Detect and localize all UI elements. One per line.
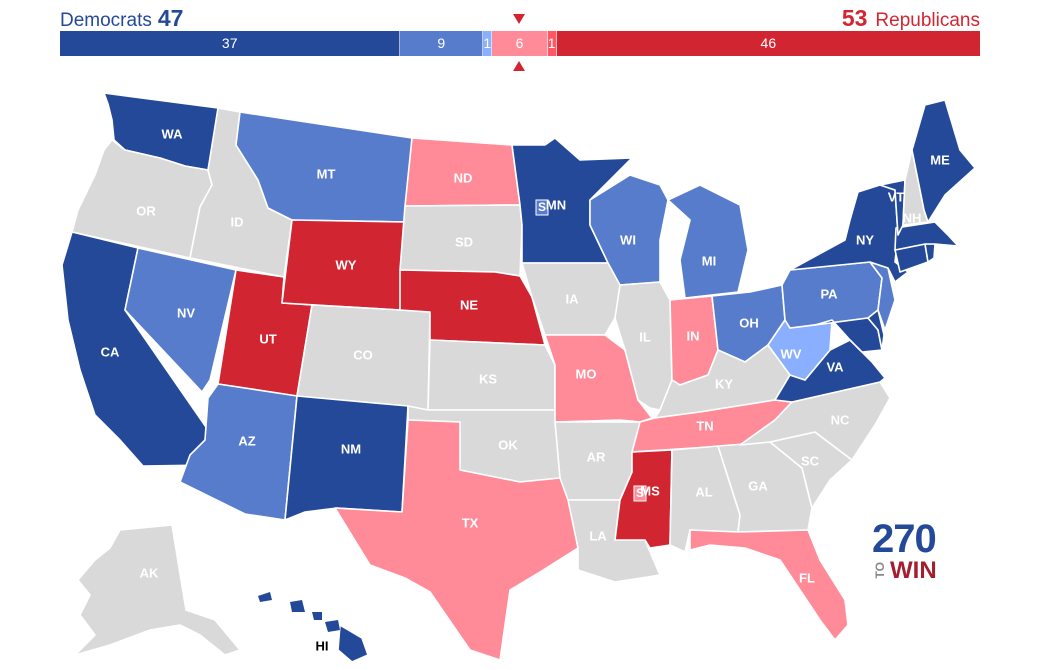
bar-segment-leans-dem: 1 xyxy=(483,31,493,56)
majority-marker-bottom-icon xyxy=(513,61,525,71)
state-nd[interactable] xyxy=(404,137,521,207)
state-vt[interactable] xyxy=(879,179,906,236)
logo-to: TO xyxy=(873,562,887,579)
state-fl[interactable] xyxy=(689,529,849,641)
logo-win: WIN xyxy=(890,557,937,584)
state-ks[interactable] xyxy=(427,339,556,411)
republicans-name: Republicans xyxy=(875,10,980,31)
state-label-hi: HI xyxy=(316,638,329,653)
state-ak[interactable] xyxy=(74,524,241,656)
majority-marker-top-icon xyxy=(513,14,525,24)
state-az[interactable] xyxy=(179,383,298,521)
bar-segment-leans-rep: 6 xyxy=(492,31,548,56)
mn-special-marker xyxy=(535,199,549,216)
270towin-logo: 270 TO WIN xyxy=(872,518,942,584)
state-sd[interactable] xyxy=(399,204,523,277)
state-nv[interactable] xyxy=(124,247,237,393)
state-me[interactable] xyxy=(911,99,976,223)
state-hi[interactable] xyxy=(337,624,369,663)
senate-balance-header: Democrats 47 53 Republicans 37 9 1 6 1 46 xyxy=(0,0,1050,75)
bar-segment-likely-dem: 9 xyxy=(400,31,484,56)
state-wi[interactable] xyxy=(589,174,669,286)
democrats-total-label: Democrats 47 xyxy=(60,6,183,33)
state-co[interactable] xyxy=(296,304,431,411)
democrats-seat-count: 47 xyxy=(157,5,184,31)
state-ma[interactable] xyxy=(894,221,959,251)
republicans-seat-count: 53 xyxy=(841,5,868,31)
state-nm[interactable] xyxy=(284,395,409,521)
logo-number: 270 xyxy=(872,517,937,561)
bar-segment-safe-dem: 37 xyxy=(60,31,401,56)
democrats-name: Democrats xyxy=(60,10,152,31)
state-il[interactable] xyxy=(614,281,673,411)
seat-balance-bar: 37 9 1 6 1 46 xyxy=(60,31,980,56)
state-nc[interactable] xyxy=(739,381,891,461)
state-tx[interactable] xyxy=(334,419,579,661)
ms-special-marker xyxy=(633,485,647,502)
bar-segment-safe-rep: 46 xyxy=(556,31,980,56)
hawaii-small-islands xyxy=(258,592,340,632)
bar-segment-likely-rep: 1 xyxy=(547,31,557,56)
state-wy[interactable] xyxy=(281,219,406,311)
state-mi[interactable] xyxy=(667,184,749,299)
republicans-total-label: 53 Republicans xyxy=(842,6,980,33)
state-de[interactable] xyxy=(867,309,885,351)
